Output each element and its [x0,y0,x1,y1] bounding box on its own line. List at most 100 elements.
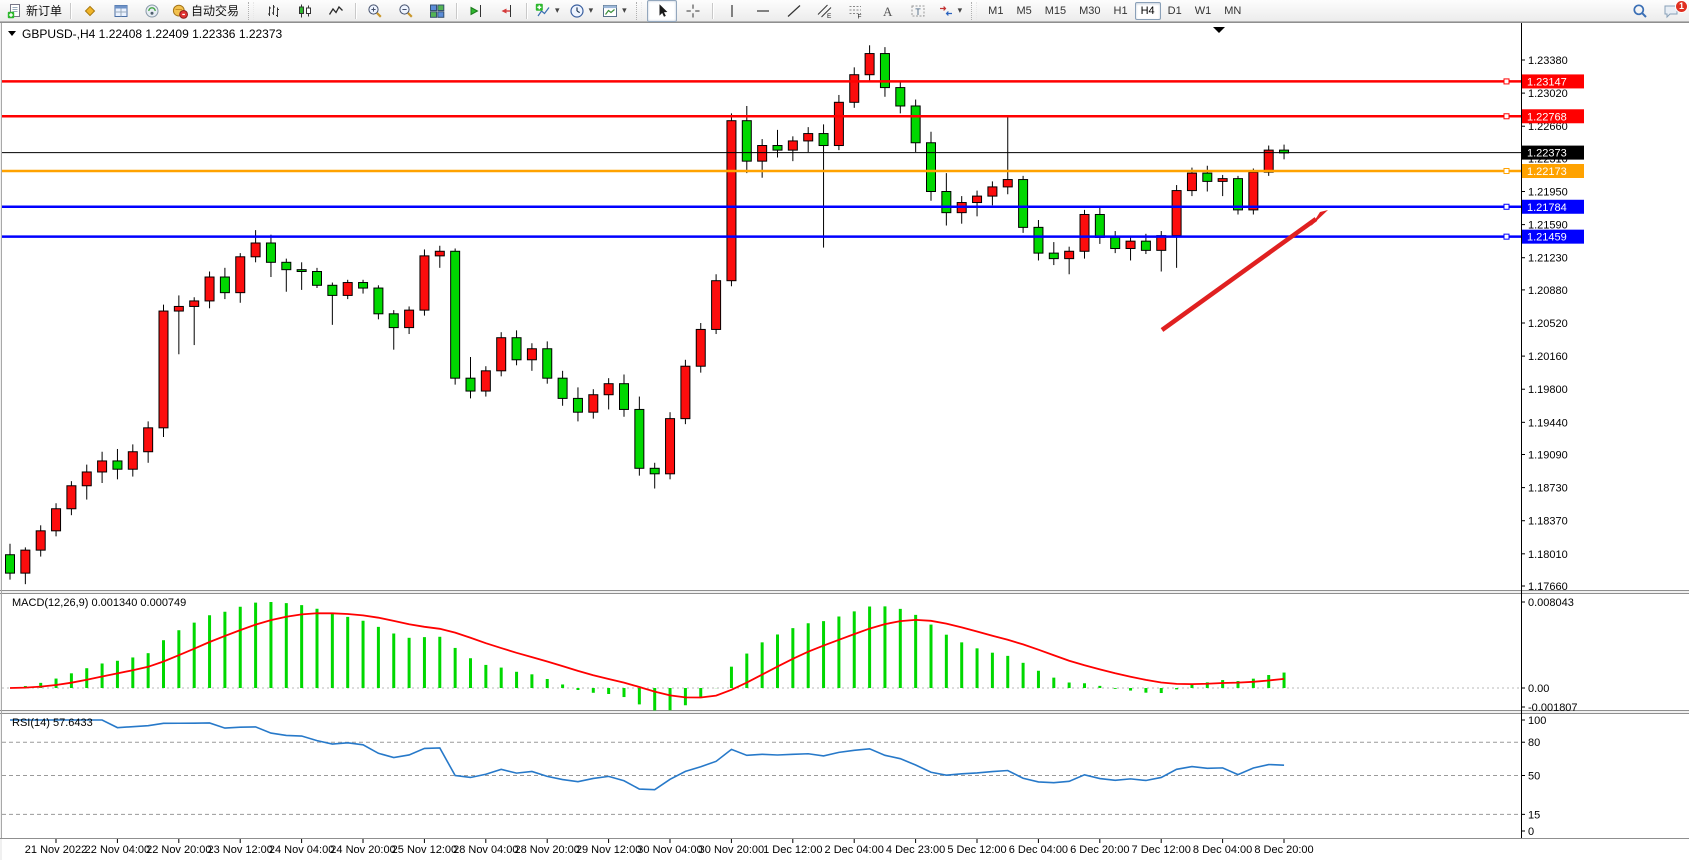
bull-candle [404,309,415,329]
chart-header: GBPUSD-,H4 1.22408 1.22409 1.22336 1.223… [8,27,1225,41]
bull-candle [757,145,768,162]
tile-windows-button[interactable] [422,0,452,22]
bull-candle [81,471,92,487]
line-anchor-handle[interactable] [1503,78,1510,85]
vertical-line-button[interactable] [717,0,747,22]
line-chart-button[interactable] [321,0,351,22]
time-tick-label: 28 Nov 20:00 [514,844,579,856]
horizontal-line-button[interactable] [748,0,778,22]
autotrading-button[interactable]: 自动交易 [168,0,243,22]
bull-candle [726,120,737,282]
symbol-dropdown-icon[interactable] [8,31,16,36]
bull-candle [849,74,860,103]
indicators-button[interactable]: ▾ [531,0,564,22]
chart-shift-button[interactable] [492,0,522,22]
time-tick-label: 24 Nov 20:00 [330,844,395,856]
chevron-down-icon: ▾ [957,5,963,15]
chat-button[interactable]: 1 [1656,0,1688,22]
text-button[interactable]: A [872,0,902,22]
timeframe-button-d1[interactable]: D1 [1167,4,1182,17]
line-anchor-handle[interactable] [1503,113,1510,120]
candlestick-chart-button[interactable] [290,0,320,22]
time-tick-label: 5 Dec 12:00 [947,844,1006,856]
price-badge-label: 1.23147 [1527,76,1567,88]
cursor-button[interactable] [646,0,677,22]
navigator-button[interactable] [137,0,167,22]
search-button[interactable] [1625,0,1655,22]
data-window-button[interactable] [106,0,136,22]
line-anchor-handle[interactable] [1503,167,1510,174]
toolbar-separator [711,2,713,19]
rsi-label: RSI(14) 57.6433 [12,717,93,729]
time-tick-label: 28 Nov 04:00 [453,844,518,856]
bar-chart-button[interactable] [259,0,289,22]
templates-icon [602,3,618,19]
bear-candle [818,133,829,147]
bull-candle [603,383,614,396]
cursor-icon [654,3,670,19]
price-tick-label: 1.21590 [1528,220,1568,232]
price-badge-label: 1.22373 [1527,148,1567,160]
bear-candle [1110,236,1121,250]
tile-windows-icon [429,3,445,19]
timeframe-button-mn[interactable]: MN [1224,4,1242,17]
price-tick-label: 1.23020 [1528,88,1568,100]
price-axis[interactable]: 1.233801.230201.226601.223101.219501.215… [1521,23,1584,838]
price-tick-label: 1.23380 [1528,55,1568,67]
bear-candle [358,282,369,289]
new-order-button[interactable]: 新订单 [3,0,66,22]
text-label-button[interactable]: T [903,0,933,22]
market-watch-button[interactable] [75,0,105,22]
bear-candle [619,383,629,410]
auto-scroll-button[interactable] [461,0,491,22]
timeframe-button-m1[interactable]: M1 [988,4,1004,17]
bull-candle [434,250,445,257]
periods-button[interactable]: ▾ [565,0,598,22]
arrows-button[interactable]: ▾ [934,0,967,22]
bull-candle [787,140,798,151]
price-tick-label: 1.22660 [1528,121,1568,133]
line-anchor-handle[interactable] [1503,233,1510,240]
bull-candle [158,310,169,429]
timeframe-button-h1[interactable]: H1 [1113,4,1128,17]
price-tick-label: 1.18010 [1528,549,1568,561]
bull-candle [143,427,154,453]
equidistant-channel-button[interactable]: E [810,0,840,22]
chart-bars-icon [266,3,282,19]
chart-shift-icon [499,3,515,19]
main-chart-panel[interactable] [2,23,1689,590]
time-tick-label: 6 Dec 04:00 [1009,844,1068,856]
chart-area[interactable]: 1.233801.230201.226601.223101.219501.215… [0,22,1689,860]
line-anchor-handle[interactable] [1503,203,1510,210]
navigator-icon [144,3,160,19]
macd-panel[interactable] [2,594,1689,710]
bull-candle [20,549,31,574]
templates-button[interactable]: ▾ [598,0,631,22]
time-tick-label: 25 Nov 12:00 [392,844,457,856]
chart-shift-marker[interactable] [1213,27,1225,33]
timeframe-button-m30[interactable]: M30 [1079,4,1101,17]
crosshair-button[interactable] [678,0,708,22]
bull-candle [189,300,200,307]
zoom-out-button[interactable] [391,0,421,22]
time-tick-label: 23 Nov 12:00 [207,844,272,856]
time-axis-strip [2,838,1689,860]
fibonacci-button[interactable]: F [841,0,871,22]
timeframe-button-w1[interactable]: W1 [1194,4,1212,17]
bear-candle [112,460,123,470]
bear-candle [941,191,952,214]
bull-candle [972,195,983,204]
vline-icon [724,3,740,19]
trend-arrow[interactable] [1160,210,1328,332]
timeframe-button-m5[interactable]: M5 [1016,4,1032,17]
zoom-in-button[interactable] [360,0,390,22]
timeframe-button-m15[interactable]: M15 [1044,4,1067,17]
trendline-button[interactable] [779,0,809,22]
svg-text:T: T [915,6,921,16]
price-badge [1522,199,1584,214]
price-badge [1522,109,1584,124]
timeframe-button-h4[interactable]: H4 [1134,1,1161,20]
bull-candle [695,328,706,367]
rsi-line [10,719,1285,791]
